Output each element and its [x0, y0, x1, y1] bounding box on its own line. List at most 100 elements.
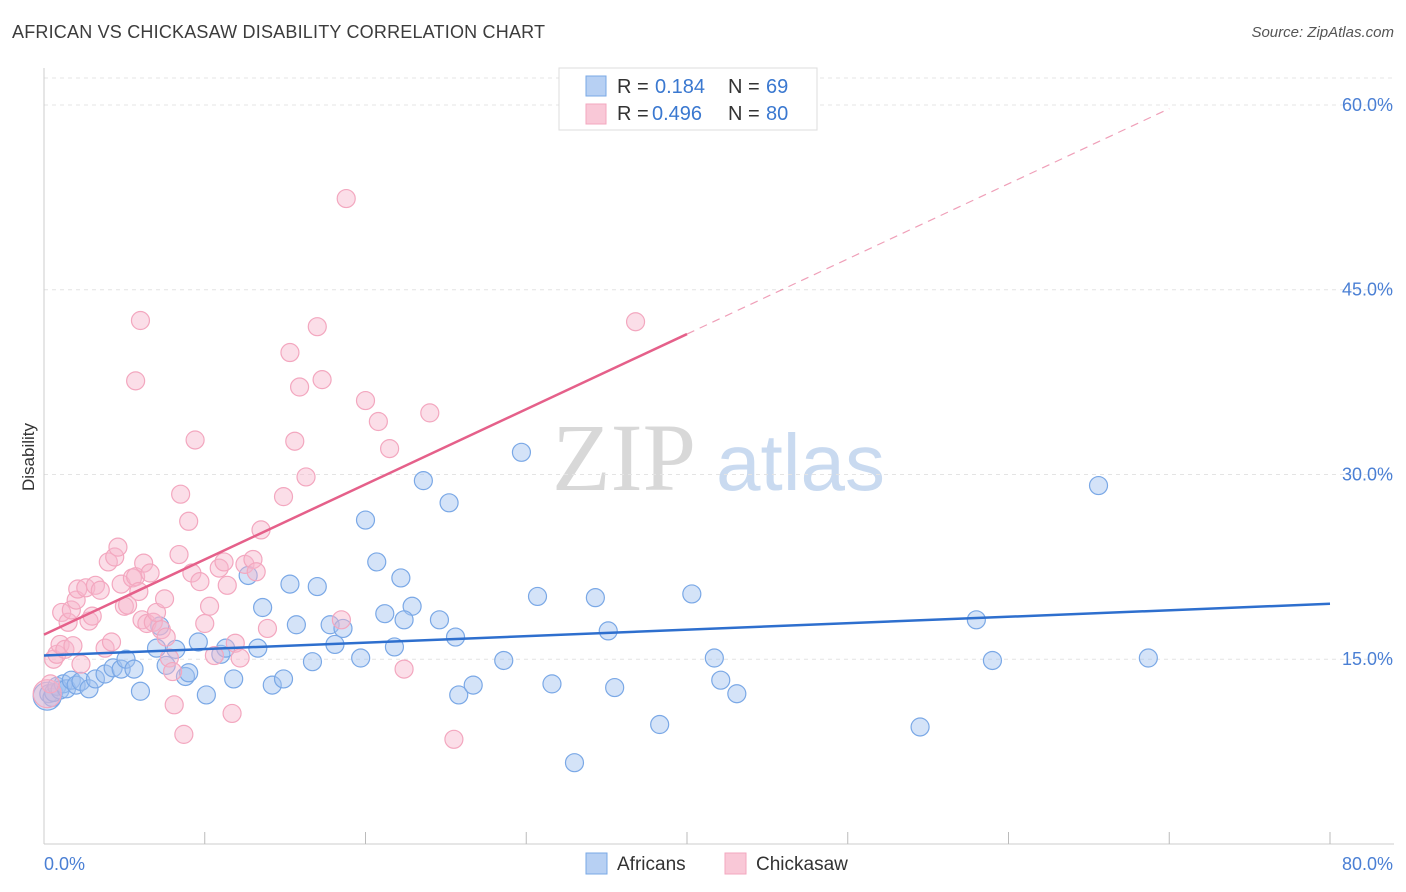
chickasaw-point — [246, 562, 266, 582]
africans-point — [280, 574, 300, 594]
africans-point — [585, 588, 605, 608]
chickasaw-point — [108, 537, 128, 557]
chickasaw-point — [420, 403, 440, 423]
legend-swatch-chickasaw — [585, 103, 607, 125]
chickasaw-point — [368, 411, 388, 432]
africans-point — [910, 717, 930, 737]
chickasaw-point — [312, 370, 332, 390]
legend-r-label-2: R = — [617, 103, 649, 125]
chickasaw-point — [140, 563, 160, 583]
y-axis-label: Disability — [19, 422, 38, 491]
africans-point — [727, 684, 747, 704]
chickasaw-trend-line — [43, 332, 688, 636]
africans-point — [375, 604, 395, 624]
africans-point — [564, 753, 585, 773]
africans-point — [146, 638, 167, 658]
axes: 15.0% 30.0% 45.0% 60.0% 0.0% 80.0% — [43, 68, 1394, 874]
chickasaw-point — [296, 467, 316, 487]
chickasaw-point — [126, 371, 146, 391]
africans-point — [449, 685, 469, 705]
chickasaw-point — [280, 342, 300, 363]
africans-point — [445, 627, 466, 647]
africans-trend-line — [43, 602, 1331, 657]
source-label: Source: ZipAtlas.com — [1251, 24, 1394, 41]
africans-point — [286, 615, 306, 635]
legend-n-value-2: 80 — [766, 103, 788, 125]
x-tick-label-min: 0.0% — [44, 854, 85, 874]
chickasaw-point — [163, 661, 183, 682]
chickasaw-point — [63, 636, 83, 656]
chickasaw-trend-extension — [686, 108, 1170, 335]
watermark-zip: ZIP — [552, 404, 696, 511]
bottom-legend-chickasaw: Chickasaw — [756, 854, 848, 875]
africans-point — [262, 675, 282, 695]
africans-point — [413, 471, 433, 491]
africans-point — [650, 714, 670, 735]
chickasaw-point — [171, 484, 191, 504]
chickasaw-point — [625, 312, 646, 332]
africans-point — [320, 615, 340, 635]
chickasaw-point — [130, 310, 151, 331]
chickasaw-point — [156, 627, 176, 647]
chart-title: AFRICAN VS CHICKASAW DISABILITY CORRELAT… — [12, 22, 546, 42]
chickasaw-point — [137, 613, 157, 634]
africans-point — [966, 610, 986, 630]
y-tick-label: 45.0% — [1342, 280, 1393, 300]
africans-point — [302, 652, 323, 672]
legend-r-value-2: 0.496 — [652, 103, 702, 125]
chickasaw-point — [199, 596, 220, 616]
africans-point — [188, 632, 208, 652]
africans-point — [85, 669, 106, 689]
y-tick-label: 30.0% — [1342, 464, 1393, 484]
bottom-legend-swatch-chickasaw — [724, 852, 747, 875]
chickasaw-point — [230, 648, 250, 668]
chickasaw-point — [285, 431, 305, 451]
chickasaw-point — [214, 552, 234, 572]
chickasaw-points — [32, 188, 646, 749]
africans-point — [511, 442, 532, 462]
africans-point — [355, 510, 376, 530]
chickasaw-point — [217, 575, 237, 595]
chickasaw-point — [164, 695, 184, 715]
trend-lines — [43, 108, 1331, 657]
africans-point — [1088, 475, 1109, 496]
africans-point — [704, 648, 724, 668]
y-tick-label: 60.0% — [1342, 95, 1393, 115]
chickasaw-point — [179, 511, 199, 531]
legend-swatch-africans — [585, 75, 607, 97]
chickasaw-point — [169, 544, 189, 565]
africans-point — [273, 669, 294, 689]
africans-point — [253, 597, 273, 618]
africans-points — [32, 442, 1158, 773]
africans-point — [351, 648, 371, 668]
africans-point — [179, 663, 199, 683]
africans-point — [367, 552, 387, 572]
africans-point — [124, 659, 144, 679]
legend-r-value-1: 0.184 — [655, 76, 705, 98]
chickasaw-point — [355, 390, 376, 411]
chickasaw-point — [185, 430, 205, 450]
legend-n-label-2: N = — [728, 103, 760, 125]
chickasaw-point — [289, 377, 310, 397]
chickasaw-point — [32, 679, 62, 709]
africans-point — [527, 586, 548, 607]
chickasaw-point — [154, 589, 175, 609]
legend-n-label-1: N = — [728, 76, 760, 98]
africans-point — [224, 669, 244, 689]
x-tick-label-max: 80.0% — [1342, 854, 1393, 874]
africans-point — [982, 650, 1003, 671]
africans-point — [196, 685, 216, 705]
chickasaw-point — [134, 553, 154, 573]
chickasaw-point — [336, 188, 356, 209]
watermark-atlas: atlas — [716, 418, 885, 507]
correlation-legend: R = 0.184 N = 69 R = 0.496 N = 80 — [558, 67, 818, 131]
chickasaw-point — [40, 674, 61, 694]
chickasaw-point — [257, 618, 278, 639]
africans-point — [1138, 648, 1158, 668]
africans-point — [463, 675, 483, 695]
africans-point — [711, 670, 731, 690]
chickasaw-point — [190, 572, 210, 592]
africans-point — [494, 650, 514, 671]
africans-point — [116, 649, 136, 669]
chickasaw-point — [195, 613, 215, 634]
